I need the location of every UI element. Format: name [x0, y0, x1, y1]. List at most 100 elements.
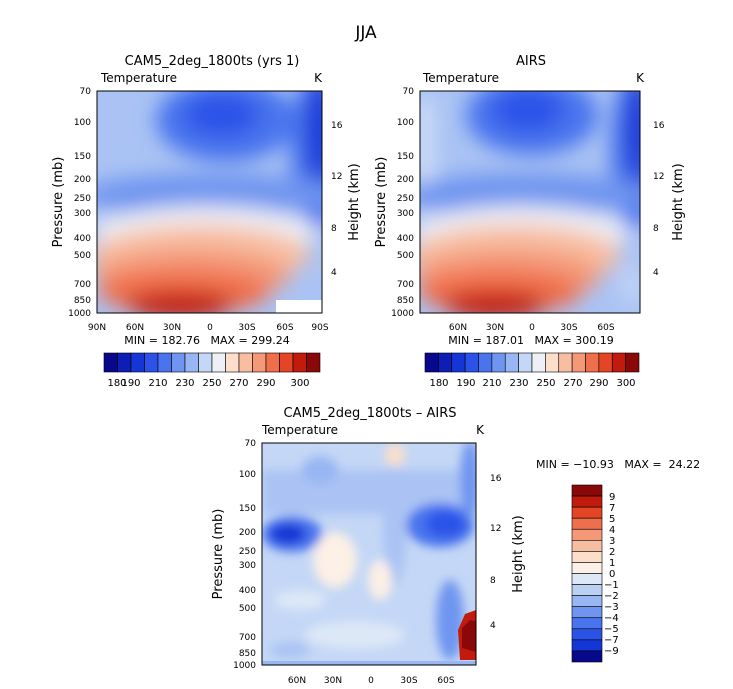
- y2-tick-label: 16: [331, 121, 343, 131]
- y-tick-label: 850: [397, 296, 414, 306]
- colorbar-tick-label: 7: [609, 503, 615, 514]
- x-tick-label: 90S: [311, 323, 328, 333]
- colorbar-swatch: [117, 352, 132, 373]
- y-tick-label: 1000: [391, 309, 414, 319]
- y2-axis-label: Height (km): [511, 515, 526, 592]
- colorbar-swatch: [306, 352, 321, 373]
- y-tick-label: 150: [74, 152, 91, 162]
- colorbar-swatch: [531, 352, 546, 373]
- panel-title: CAM5_2deg_1800ts – AIRS: [284, 406, 457, 421]
- y-axis-label: Pressure (mb): [51, 157, 66, 248]
- colorbar-tick-label: 180: [107, 378, 126, 389]
- colorbar-swatch: [238, 352, 253, 373]
- colorbar-swatch: [184, 352, 199, 373]
- colorbar-tick-label: 250: [536, 378, 555, 389]
- colorbar-tick-label: −5: [604, 624, 619, 635]
- y2-tick-label: 8: [653, 224, 659, 234]
- colorbar-swatch: [585, 352, 600, 373]
- colorbar-swatch: [571, 639, 603, 652]
- colorbar-swatch: [103, 352, 118, 373]
- colorbar-swatch: [438, 352, 453, 373]
- y2-axis-ticks: 16 12 8 4: [490, 474, 502, 631]
- colorbar-swatch: [265, 352, 280, 373]
- contour-field: [262, 443, 476, 665]
- colorbar-tick-label: 230: [175, 378, 194, 389]
- x-tick-label: 60S: [437, 676, 454, 686]
- colorbar-tick-label: 4: [609, 525, 615, 536]
- colorbar-tick-label: 210: [148, 378, 167, 389]
- y-axis-ticks: 70 100 150 200 250 300 400 500 700 850 1…: [233, 439, 256, 671]
- colorbar-swatch: [252, 352, 267, 373]
- colorbar-swatch: [491, 352, 506, 373]
- y-tick-label: 100: [239, 470, 256, 480]
- colorbar-swatch: [279, 352, 294, 373]
- y2-tick-label: 12: [653, 172, 664, 182]
- colorbar-swatch: [571, 495, 603, 508]
- x-tick-label: 0: [529, 323, 535, 333]
- colorbar-swatch: [545, 352, 560, 373]
- min-max-label: MIN = 187.01 MAX = 300.19: [448, 334, 613, 347]
- y2-axis-label: Height (km): [671, 163, 686, 240]
- colorbar-tick-label: 290: [589, 378, 608, 389]
- y-tick-label: 500: [397, 251, 414, 261]
- y-tick-label: 250: [239, 547, 256, 557]
- variable-label: Temperature: [261, 423, 338, 437]
- y-tick-label: 200: [397, 175, 414, 185]
- units-label: K: [314, 71, 323, 85]
- x-tick-label: 0: [207, 323, 213, 333]
- y-tick-label: 500: [74, 251, 91, 261]
- colorbar-swatch: [571, 506, 603, 519]
- contour-field: [97, 91, 322, 313]
- colorbar-model: 180 190 210 230 250 270 290 300: [103, 352, 321, 389]
- x-tick-label: 30N: [324, 676, 342, 686]
- colorbar-tick-label: 3: [609, 536, 615, 547]
- colorbar-swatch: [571, 595, 603, 607]
- colorbar-swatch: [571, 628, 603, 641]
- x-tick-label: 60N: [288, 676, 306, 686]
- y-axis-label: Pressure (mb): [374, 157, 389, 248]
- y-tick-label: 200: [74, 175, 91, 185]
- colorbar-swatch: [571, 517, 603, 530]
- y2-tick-label: 16: [653, 121, 665, 131]
- y-tick-label: 300: [239, 561, 256, 571]
- units-label: K: [636, 71, 645, 85]
- y2-tick-label: 4: [653, 268, 659, 278]
- y-tick-label: 70: [80, 87, 92, 97]
- y-tick-label: 700: [397, 280, 414, 290]
- y-axis-ticks: 70 100 150 200 250 300 400 500 700 850 1…: [68, 87, 91, 319]
- colorbar-diff: 9 7 5 4 3 2 1 0 −1 −2 −3 −4 −5 −7 −9: [571, 484, 619, 663]
- y-tick-label: 700: [74, 280, 91, 290]
- colorbar-ticks: 180 190 210 230 250 270 290 300: [107, 378, 309, 389]
- colorbar-tick-label: −4: [604, 613, 619, 624]
- x-tick-label: 60S: [276, 323, 293, 333]
- y-tick-label: 400: [397, 234, 414, 244]
- colorbar-tick-label: −3: [604, 602, 619, 613]
- colorbar-swatch: [571, 573, 603, 585]
- colorbar-swatch: [571, 551, 603, 563]
- colorbar-swatch: [598, 352, 613, 373]
- colorbar-tick-label: 5: [609, 514, 615, 525]
- y2-tick-label: 8: [331, 224, 337, 234]
- y2-axis-label: Height (km): [347, 163, 362, 240]
- y2-tick-label: 16: [490, 474, 502, 484]
- y-tick-label: 300: [74, 209, 91, 219]
- colorbar-swatch: [198, 352, 213, 373]
- colorbar-swatch: [571, 584, 603, 596]
- y-axis-label: Pressure (mb): [211, 509, 226, 600]
- y2-axis-ticks: 16 12 8 4: [331, 121, 343, 278]
- colorbar-swatch: [464, 352, 479, 373]
- y-tick-label: 70: [403, 87, 415, 97]
- colorbar-tick-label: 190: [121, 378, 140, 389]
- y-tick-label: 300: [397, 209, 414, 219]
- colorbar-swatch: [130, 352, 145, 373]
- x-tick-label: 60S: [597, 323, 614, 333]
- colorbar-tick-label: 9: [609, 492, 615, 503]
- x-tick-label: 30N: [486, 323, 504, 333]
- x-tick-label: 30S: [560, 323, 577, 333]
- colorbar-swatch: [171, 352, 186, 373]
- colorbar-tick-label: −7: [604, 635, 619, 646]
- min-max-label: MIN = −10.93 MAX = 24.22: [536, 458, 700, 471]
- colorbar-tick-label: 300: [616, 378, 635, 389]
- panel-title: AIRS: [516, 54, 546, 69]
